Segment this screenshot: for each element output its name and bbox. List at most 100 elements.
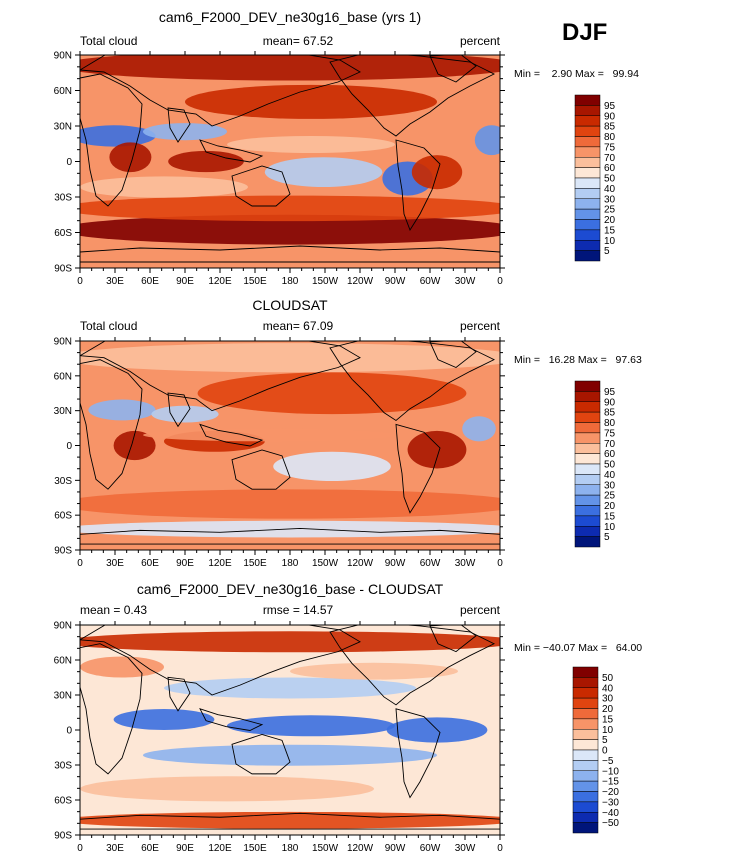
x-tick-label: 60W [420,843,441,854]
colorbar-label: 60 [604,449,616,460]
colorbar-label: −10 [602,766,619,777]
colorbar-swatch [574,453,601,465]
x-tick-label: 90E [176,843,194,854]
colorbar-swatch [574,240,601,251]
field-blob [113,430,156,461]
x-tick-label: 0 [77,843,83,854]
x-tick-label: 30E [106,558,124,569]
colorbar-label: 95 [604,387,616,398]
colorbar-label: 90 [604,397,616,408]
field-blob [88,399,156,421]
panel-3: cam6_F2000_DEV_ne30g16_base - CLOUDSAT me… [54,581,643,854]
colorbar-swatch [574,146,601,158]
field-blob [411,155,463,190]
x-tick-label: 0 [497,843,503,854]
field-blob [407,430,467,469]
y-tick-label: 0 [66,157,72,168]
field-blob [185,84,437,119]
colorbar-label: 40 [604,470,616,481]
y-tick-label: 90S [54,546,72,557]
colorbar-swatch [572,718,599,730]
colorbar-swatch [574,505,601,517]
panel-right-label: percent [460,319,501,333]
y-tick-label: 30S [54,476,72,487]
panel-min-max: Min = −40.07 Max = 64.00 [514,642,642,654]
panel-min-max: Min = 2.90 Max = 99.94 [514,68,639,80]
colorbar-label: 5 [604,246,610,257]
field-blob [80,489,500,519]
field-blob [227,135,395,153]
panel-center-label: mean= 67.52 [263,34,334,48]
colorbar-swatch [574,536,601,548]
colorbar-swatch [574,198,601,210]
colorbar-label: 25 [604,491,616,502]
x-tick-label: 60W [420,558,441,569]
field-blob [168,150,244,173]
colorbar-swatch [574,422,601,434]
x-tick-label: 120E [208,276,232,287]
colorbar-swatch [574,391,601,402]
colorbar-swatch [574,432,601,444]
field-blob [80,343,500,373]
x-tick-label: 180 [282,843,299,854]
colorbar-swatch [572,780,599,792]
y-tick-label: 60N [54,656,72,667]
y-tick-label: 60S [54,228,72,239]
x-tick-label: 30W [455,843,476,854]
x-tick-label: 150W [312,558,339,569]
colorbar-swatch [574,474,601,485]
season-label: DJF [562,19,607,46]
colorbar-label: −30 [602,797,619,808]
colorbar-label: 15 [604,225,616,236]
colorbar-label: −15 [602,777,619,788]
colorbar-label: 70 [604,153,616,164]
colorbar-swatch [574,250,601,262]
colorbar-label: 95 [604,101,616,112]
y-tick-label: 30S [54,193,72,204]
x-tick-label: 0 [497,276,503,287]
colorbar-swatch [574,136,601,148]
y-tick-label: 60S [54,796,72,807]
x-tick-label: 120W [347,843,374,854]
x-tick-label: 150E [243,558,267,569]
colorbar-label: 40 [604,184,616,195]
colorbar-swatch [572,739,599,751]
colorbar-swatch [572,822,599,834]
x-tick-label: 90W [385,843,406,854]
colorbar-swatch [572,729,599,740]
colorbar-label: 10 [602,725,614,736]
x-tick-label: 30W [455,558,476,569]
colorbar-swatch [574,219,601,231]
colorbar-swatch [572,791,599,803]
colorbar-swatch [574,125,601,137]
colorbar-swatch [574,167,601,179]
x-tick-label: 60E [141,276,159,287]
field-blob [143,744,437,766]
panel-title: cam6_F2000_DEV_ne30g16_base - CLOUDSAT [137,581,444,597]
colorbar-label: 75 [604,428,616,439]
colorbar-label: 0 [602,746,608,757]
colorbar-swatch [574,105,601,116]
x-tick-label: 120W [347,558,374,569]
field-blob [109,142,152,173]
y-tick-label: 60N [54,371,72,382]
panel-left-label: Total cloud [80,34,137,48]
colorbar-label: 20 [604,215,616,226]
y-tick-label: 90S [54,264,72,275]
field-blob [80,195,500,222]
x-tick-label: 150W [312,276,339,287]
colorbar-swatch [572,677,599,688]
colorbar-label: 50 [604,174,616,185]
y-tick-label: 30N [54,122,72,133]
colorbar-swatch [574,463,601,475]
map-field [80,341,500,550]
colorbar-label: 85 [604,408,616,419]
colorbar-label: 20 [602,704,614,715]
panel-title: CLOUDSAT [252,297,328,313]
colorbar-label: 75 [604,142,616,153]
field-blob [264,157,383,188]
y-tick-label: 0 [66,441,72,452]
y-tick-label: 30N [54,691,72,702]
colorbar-label: −5 [602,756,614,767]
